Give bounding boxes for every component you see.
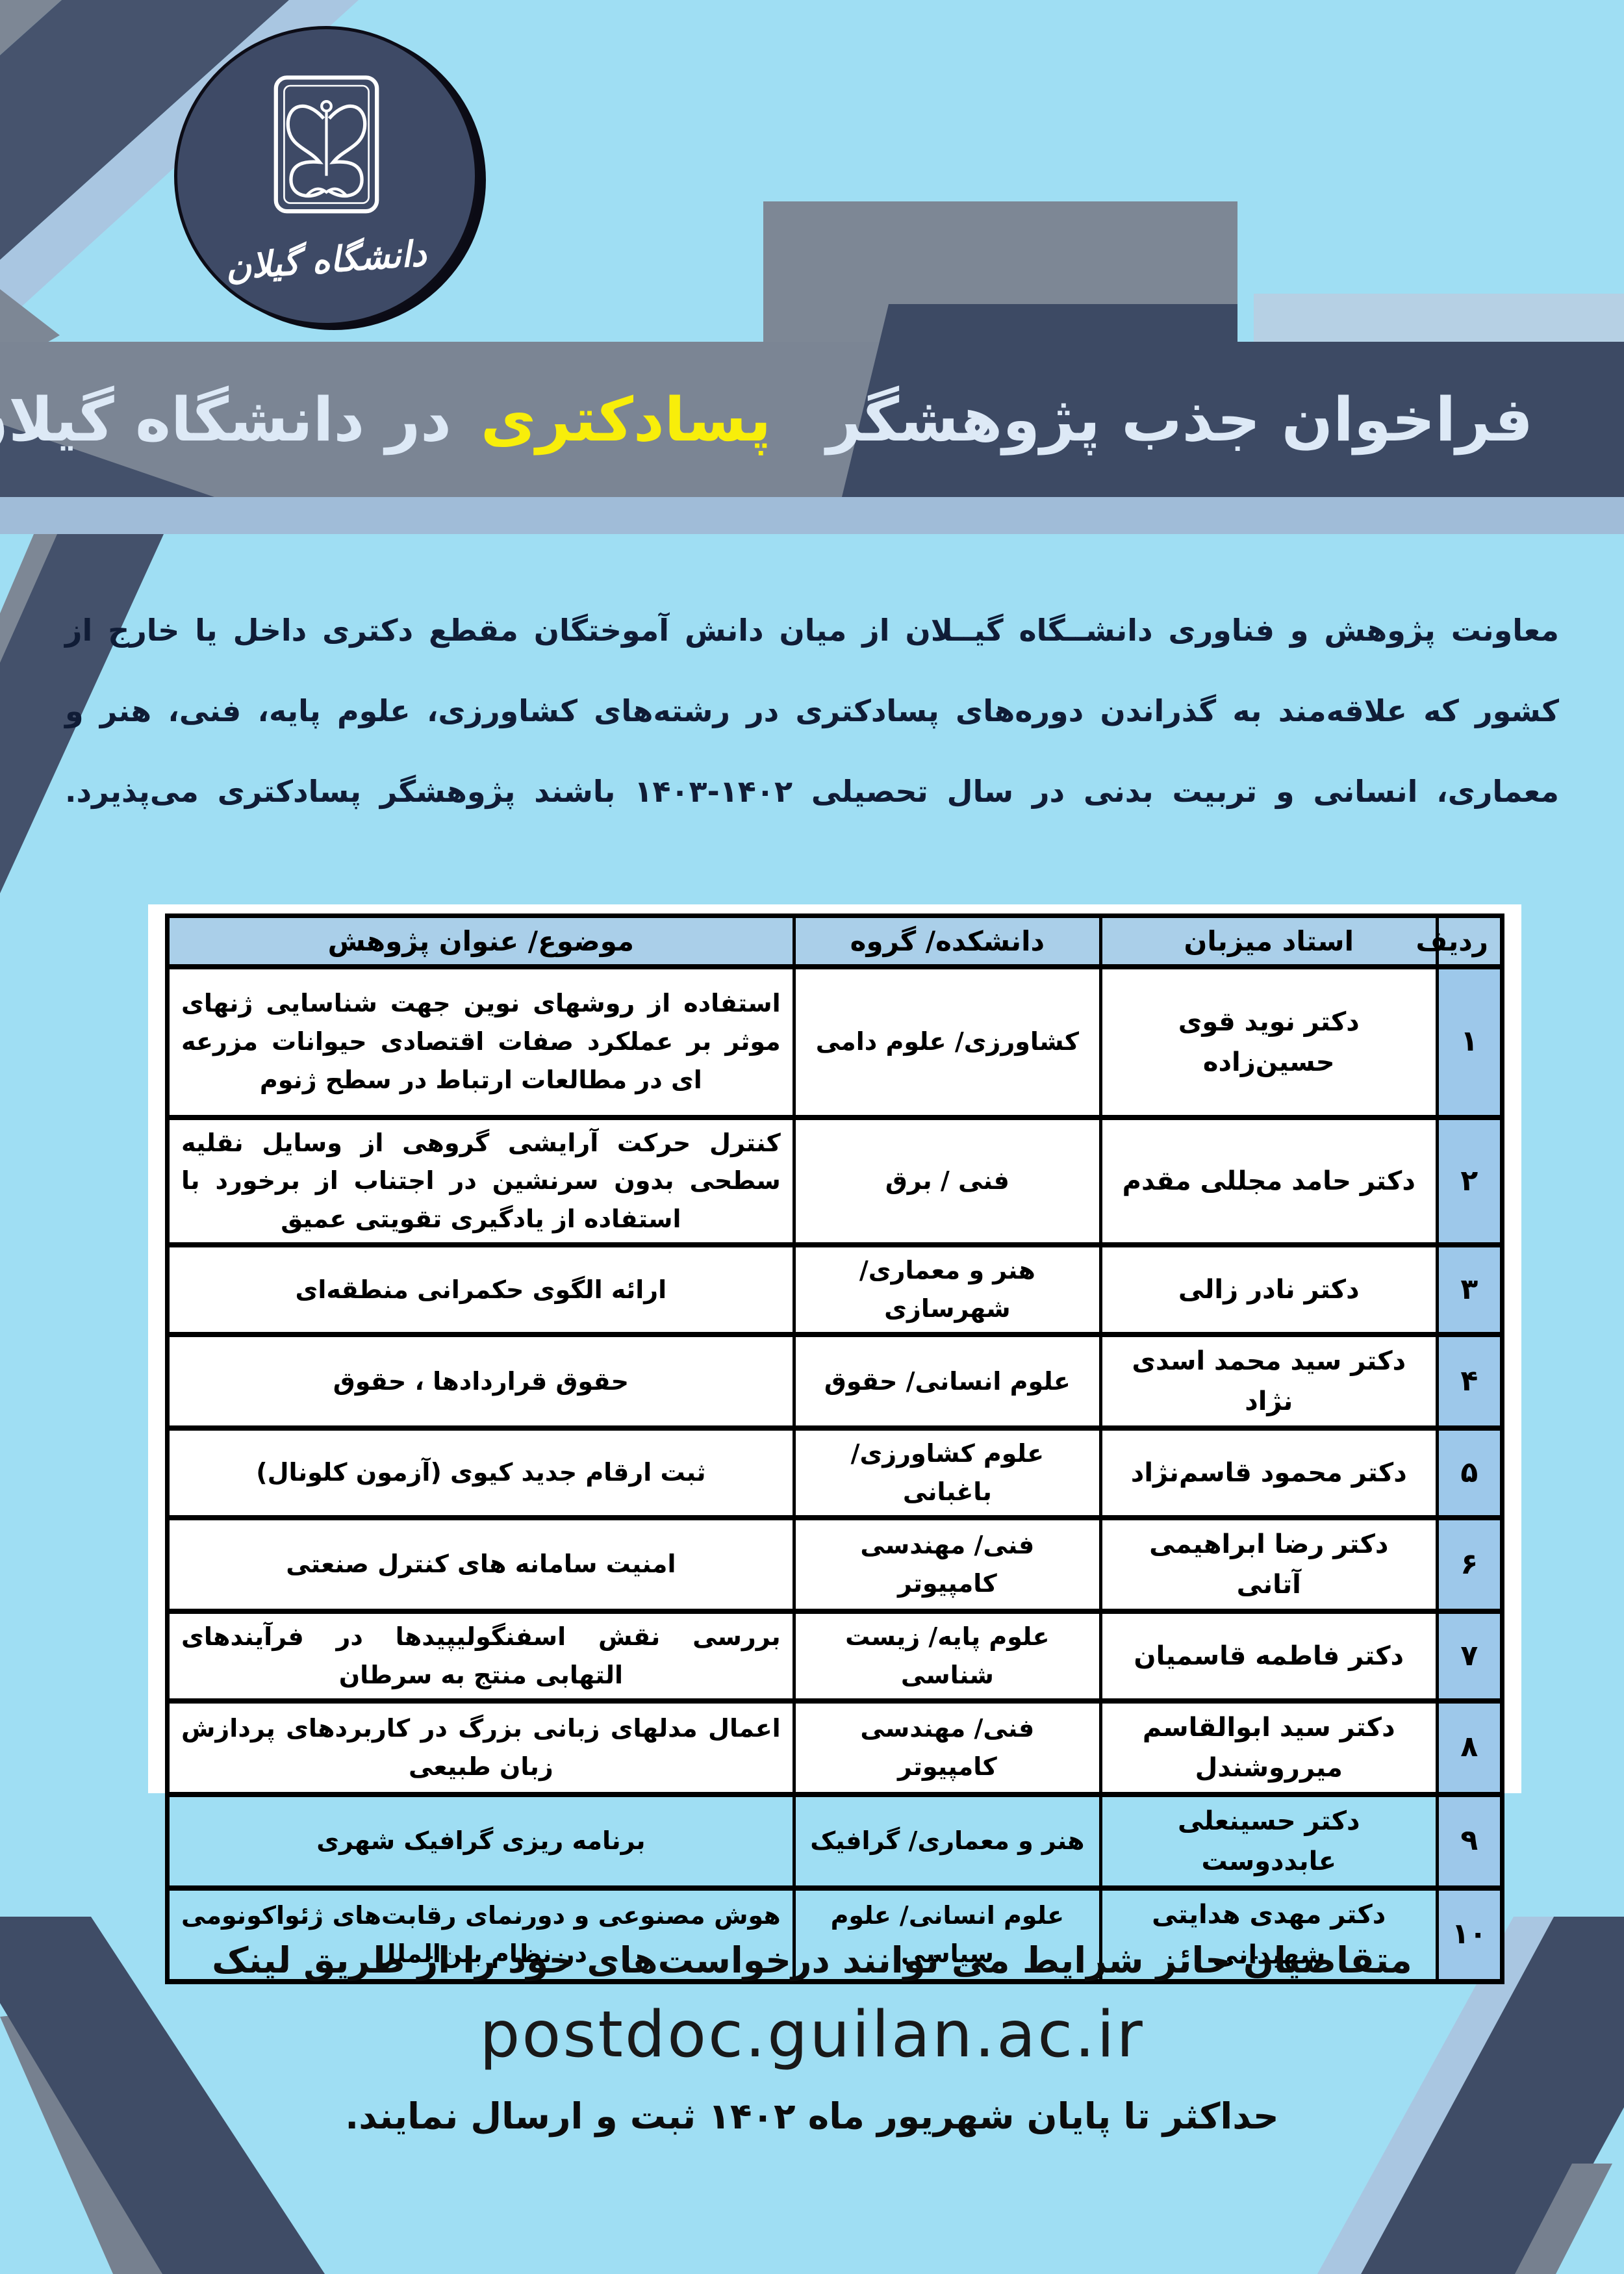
cell-topic: اعمال مدلهای زبانی بزرگ در کاربردهای پرد…	[166, 1700, 796, 1797]
table-row: ۷ دکتر فاطمه قاسمیان علوم پایه/ زیست شناسی…	[166, 1611, 1504, 1704]
cell-prof: دکتر رضا ابراهیمی آتانی	[1099, 1517, 1439, 1614]
cell-num: ۹	[1435, 1794, 1504, 1891]
cell-num: ۱	[1435, 966, 1504, 1120]
cell-topic: هوش مصنوعی و دورنمای رقابت‌های ژئواکونوم…	[166, 1887, 796, 1984]
cell-prof: دکتر حسینعلی عابددوست	[1099, 1794, 1439, 1891]
footer-note-line2: حداکثر تا پایان شهریور ماه ۱۴۰۲ ثبت و ار…	[345, 2095, 1279, 2137]
cell-num: ۲	[1435, 1117, 1504, 1248]
cell-topic: ثبت ارقام جدید کیوی (آزمون کلونال)	[166, 1427, 796, 1520]
cell-topic: کنترل حرکت آرایشی گروهی از وسایل نقلیه س…	[166, 1117, 796, 1248]
table-panel: ردیف استاد میزبان دانشکده/ گروه موضوع/ ع…	[148, 904, 1521, 1984]
cell-prof: دکتر سید ابوالقاسم میرروشندل	[1099, 1700, 1439, 1797]
header-professor: استاد میزبان	[1099, 915, 1439, 969]
cell-fac: هنر و معماری/ گرافیک	[792, 1794, 1103, 1891]
title-highlight: پسادکتری	[480, 384, 772, 455]
cell-topic: ارائه الگوی حکمرانی منطقه‌ای	[166, 1245, 796, 1337]
intro-paragraph: معاونت پژوهش و فناوری دانشــگاه گیــلان …	[65, 613, 1559, 809]
poster-title: فراخوان جذب پژوهشگر پسادکتری در دانشگاه …	[0, 342, 1624, 497]
university-logo-name: دانشگاه گیلان	[224, 232, 428, 288]
table-row: ۸ دکتر سید ابوالقاسم میرروشندل فنی/ مهندسی…	[166, 1700, 1504, 1797]
cell-prof: دکتر سید محمد اسدی نژاد	[1099, 1334, 1439, 1431]
cell-fac: فنی/ مهندسی کامپیوتر	[792, 1700, 1103, 1797]
cell-prof: دکتر محمود قاسم‌نژاد	[1099, 1427, 1439, 1520]
cell-fac: فنی / برق	[792, 1117, 1103, 1248]
cell-topic: بررسی نقش اسفنگولیپیدها در فرآیندهای الت…	[166, 1611, 796, 1704]
table-row: ۵ دکتر محمود قاسم‌نژاد علوم کشاورزی/ باغبا…	[166, 1427, 1504, 1520]
table-row: ۱۰ دکتر مهدی هدایتی شهیدانی علوم انسانی/ ع…	[166, 1887, 1504, 1984]
programs-table: ردیف استاد میزبان دانشکده/ گروه موضوع/ ع…	[165, 913, 1504, 1984]
title-part2: در دانشگاه گیلان	[0, 384, 451, 455]
cell-fac: علوم پایه/ زیست شناسی	[792, 1611, 1103, 1704]
cell-num: ۱۰	[1435, 1887, 1504, 1984]
cell-fac: هنر و معماری/ شهرسازی	[792, 1245, 1103, 1337]
university-emblem-icon	[273, 75, 379, 213]
cell-num: ۳	[1435, 1245, 1504, 1337]
cell-topic: استفاده از روشهای نوین جهت شناسایی ژنهای…	[166, 966, 796, 1120]
cell-topic: حقوق قراردادها ، حقوق	[166, 1334, 796, 1431]
cell-fac: کشاورزی/ علوم دامی	[792, 966, 1103, 1120]
table-header-row: ردیف استاد میزبان دانشکده/ گروه موضوع/ ع…	[166, 915, 1504, 969]
table-row: ۶ دکتر رضا ابراهیمی آتانی فنی/ مهندسی کامپ…	[166, 1517, 1504, 1614]
cell-prof: دکتر مهدی هدایتی شهیدانی	[1099, 1887, 1439, 1984]
title-part1: فراخوان جذب پژوهشگر	[826, 384, 1533, 455]
cell-prof: دکتر حامد مجللی مقدم	[1099, 1117, 1439, 1248]
cell-prof: دکتر نادر زالی	[1099, 1245, 1439, 1337]
footer: متقاضیان حائز شرایط می توانند درخواست‌ها…	[0, 1939, 1624, 2137]
cell-fac: علوم انسانی/ علوم سیاسی	[792, 1887, 1103, 1984]
header-faculty: دانشکده/ گروه	[792, 915, 1103, 969]
table-row: ۲ دکتر حامد مجللی مقدم فنی / برق کنترل حرکت…	[166, 1117, 1504, 1248]
table-body: ۱ دکتر نوید قوی حسین‌زاده کشاورزی/ علوم دا…	[166, 966, 1504, 1984]
table-row: ۳ دکتر نادر زالی هنر و معماری/ شهرسازی ارائ…	[166, 1245, 1504, 1337]
cell-num: ۵	[1435, 1427, 1504, 1520]
cell-fac: علوم کشاورزی/ باغبانی	[792, 1427, 1103, 1520]
header-topic: موضوع/ عنوان پژوهش	[166, 915, 796, 969]
cell-num: ۷	[1435, 1611, 1504, 1704]
cell-fac: علوم انسانی/ حقوق	[792, 1334, 1103, 1431]
cell-topic: برنامه ریزی گرافیک شهری	[166, 1794, 796, 1891]
cell-num: ۸	[1435, 1700, 1504, 1797]
cell-fac: فنی/ مهندسی کامپیوتر	[792, 1517, 1103, 1614]
cell-num: ۴	[1435, 1334, 1504, 1431]
university-logo: دانشگاه گیلان	[174, 26, 478, 326]
cell-prof: دکتر نوید قوی حسین‌زاده	[1099, 966, 1439, 1120]
cell-topic: امنیت سامانه های کنترل صنعتی	[166, 1517, 796, 1614]
table-row: ۴ دکتر سید محمد اسدی نژاد علوم انسانی/ حقو…	[166, 1334, 1504, 1431]
footer-note-line1: متقاضیان حائز شرایط می توانند درخواست‌ها…	[212, 1939, 1412, 1981]
header-row-number: ردیف	[1415, 915, 1504, 969]
cell-prof: دکتر فاطمه قاسمیان	[1099, 1611, 1439, 1704]
table-row: ۱ دکتر نوید قوی حسین‌زاده کشاورزی/ علوم دا…	[166, 966, 1504, 1120]
table-row: ۹ دکتر حسینعلی عابددوست هنر و معماری/ گراف…	[166, 1794, 1504, 1891]
cell-num: ۶	[1435, 1517, 1504, 1614]
footer-link-url: postdoc.guilan.ac.ir	[479, 1998, 1145, 2072]
